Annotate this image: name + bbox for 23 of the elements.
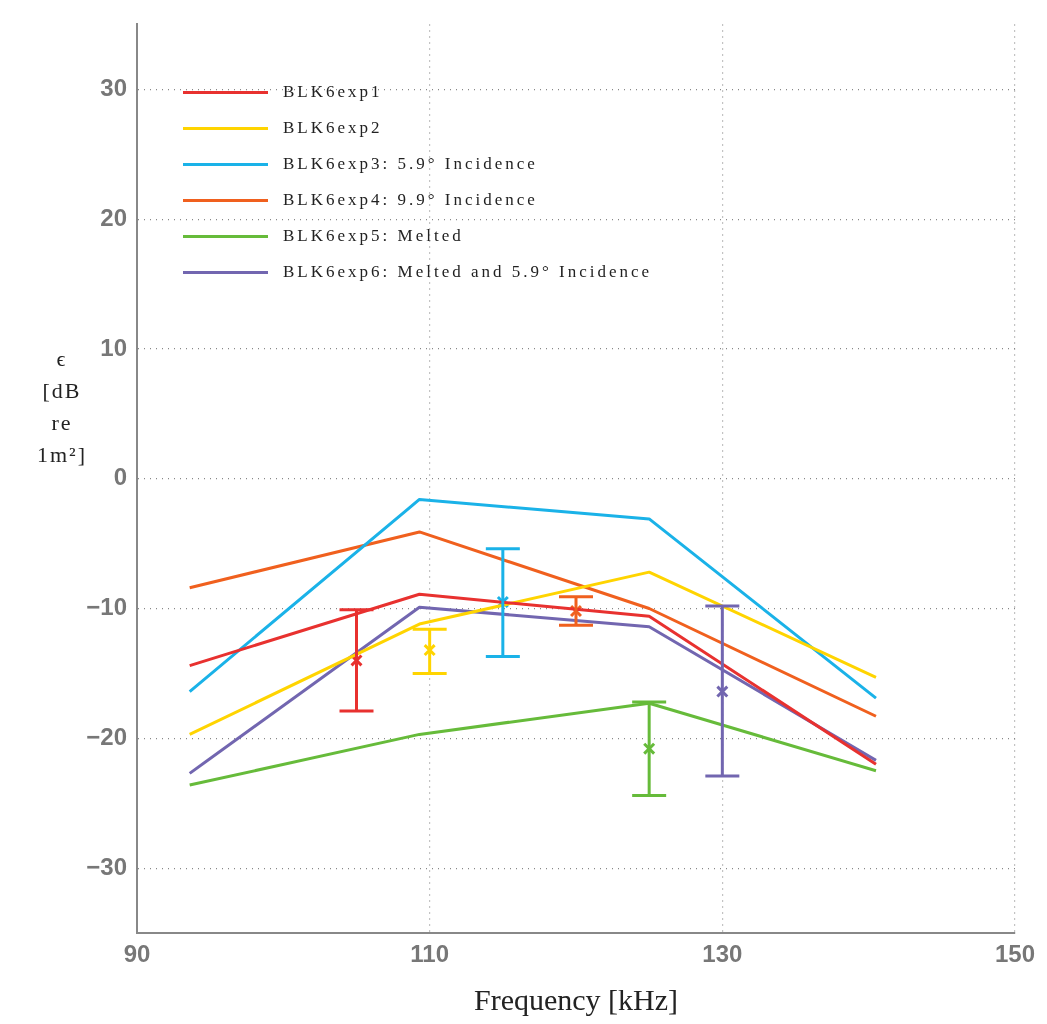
legend-label: BLK6exp6: Melted and 5.9° Incidence [283, 261, 653, 281]
legend-label: BLK6exp3: 5.9° Incidence [283, 153, 538, 173]
legend-label: BLK6exp5: Melted [283, 225, 464, 245]
y-tick-label: 10 [100, 333, 127, 361]
y-axis-title: ϵ [dB re 1m²] [36, 346, 88, 468]
y-tick-label: −10 [86, 593, 127, 621]
point [642, 742, 656, 756]
y-tick-label: 30 [100, 73, 127, 101]
x-axis-title: Frequency [kHz] [473, 982, 679, 1016]
x-tick-label: 90 [123, 940, 151, 968]
legend-label: BLK6exp1 [283, 81, 383, 101]
legend-label: BLK6exp2 [283, 117, 383, 137]
point [350, 653, 363, 667]
y-tick-label: −30 [86, 852, 127, 880]
point [423, 643, 437, 657]
y-tick-label: −20 [86, 722, 127, 750]
x-tick-label: 150 [994, 940, 1036, 968]
y-tick-label: 20 [100, 203, 127, 231]
x-tick-label: 130 [702, 940, 743, 968]
y-tick-label: 0 [113, 463, 127, 491]
legend-label: BLK6exp4: 9.9° Incidence [283, 189, 538, 209]
point [715, 685, 729, 699]
x-tick-label: 110 [410, 940, 450, 968]
